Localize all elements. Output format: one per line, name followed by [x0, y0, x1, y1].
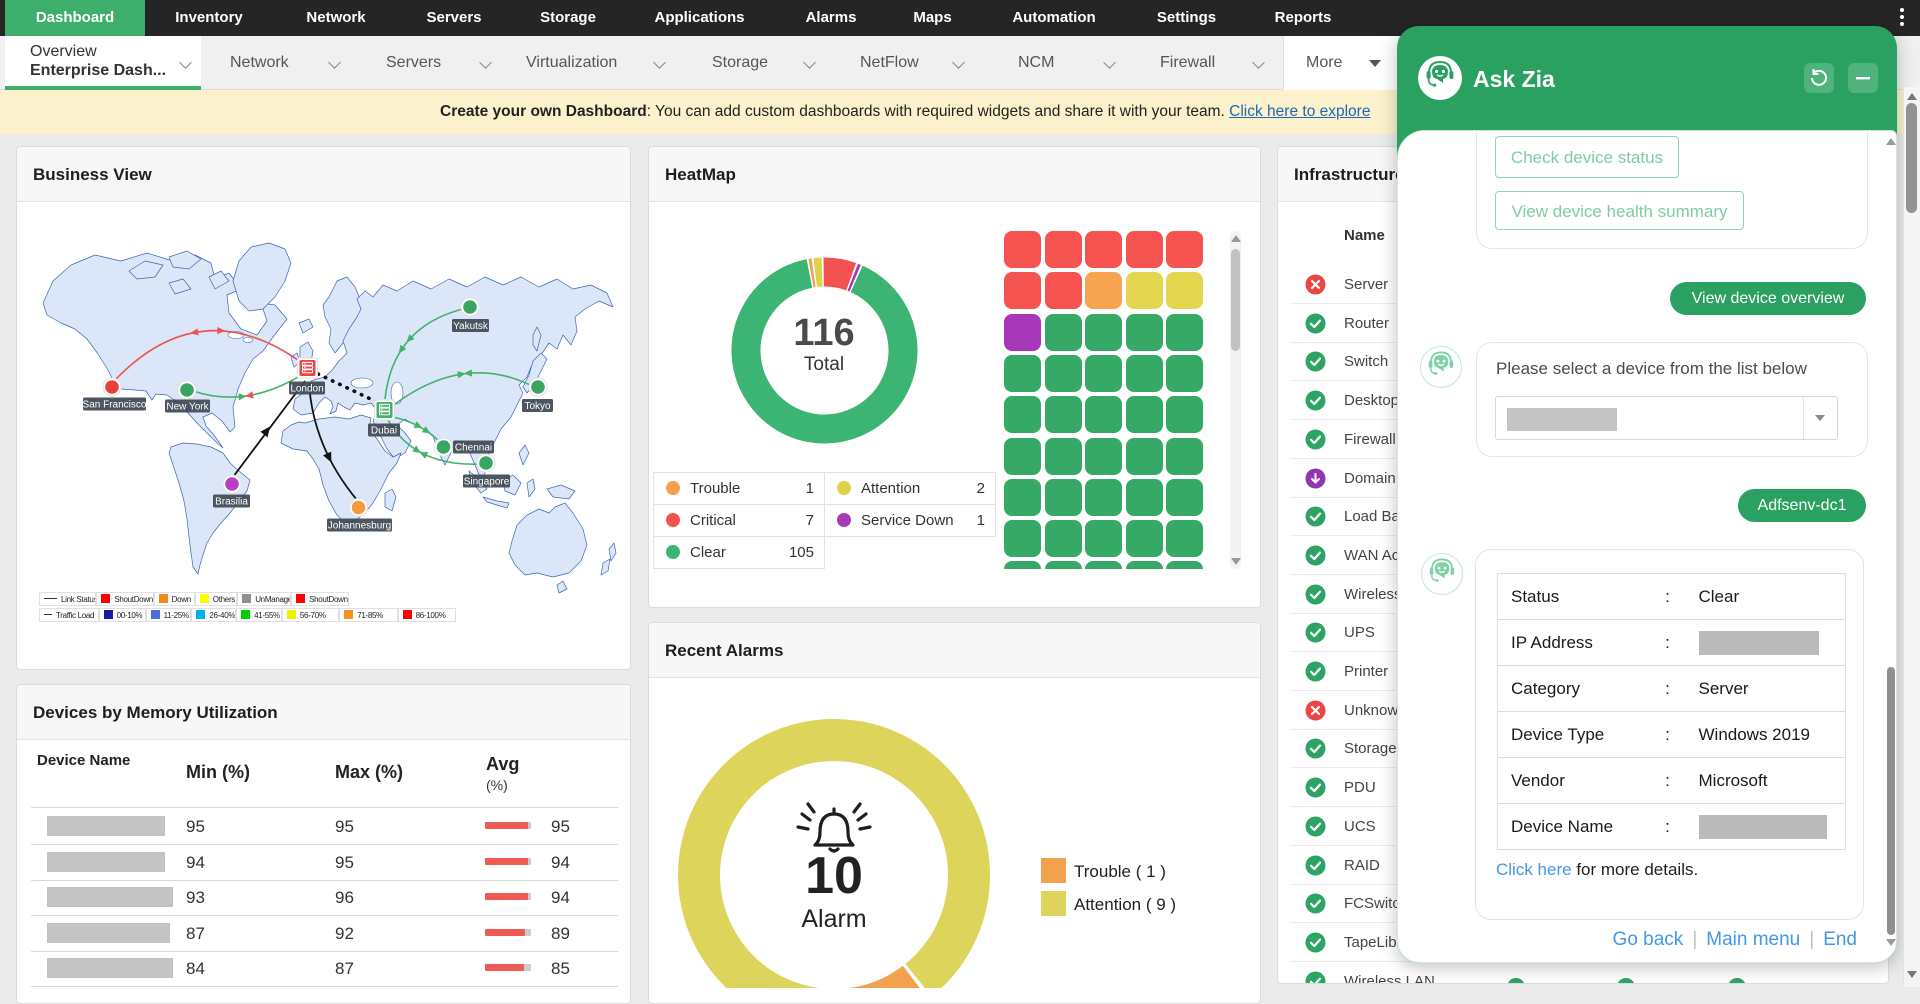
svg-text:Dubai: Dubai [371, 426, 397, 437]
svg-text:Singapore: Singapore [464, 477, 510, 488]
svg-text:Tokyo: Tokyo [524, 401, 551, 412]
svg-text:London: London [290, 384, 323, 395]
svg-text:Chennai: Chennai [455, 443, 492, 454]
svg-text:Brasilia: Brasilia [215, 497, 248, 508]
svg-text:New York: New York [166, 402, 209, 413]
svg-text:San Francisco: San Francisco [83, 400, 147, 411]
svg-text:Johannesburg: Johannesburg [328, 521, 391, 532]
svg-text:10: 10 [805, 847, 863, 905]
svg-text:Yakutsk: Yakutsk [453, 321, 489, 332]
svg-text:Alarm: Alarm [801, 905, 866, 933]
